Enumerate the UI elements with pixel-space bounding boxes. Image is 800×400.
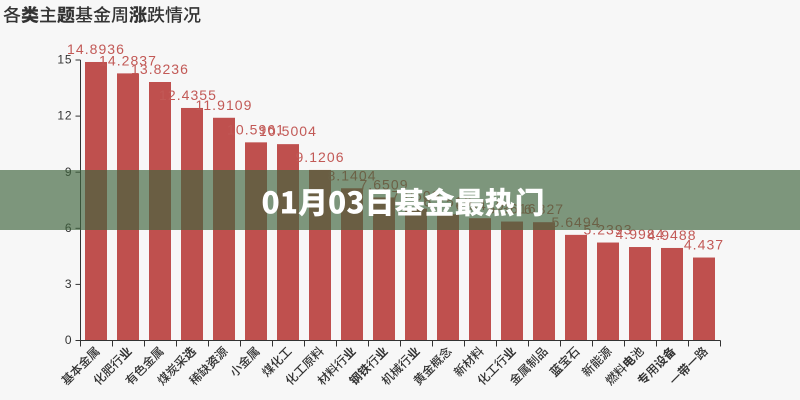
svg-text:11.9109: 11.9109 [196,97,253,113]
svg-text:13.8236: 13.8236 [131,61,189,77]
svg-text:12: 12 [57,109,72,123]
svg-text:10.5961: 10.5961 [227,121,285,137]
svg-text:4.9488: 4.9488 [647,227,696,243]
svg-text:4.437: 4.437 [684,237,724,253]
svg-text:14.2837: 14.2837 [99,52,157,68]
svg-text:4.9984: 4.9984 [615,226,664,242]
svg-text:9.1206: 9.1206 [295,149,344,165]
svg-text:0: 0 [65,333,73,347]
svg-text:14.8936: 14.8936 [67,41,125,57]
svg-text:10.5004: 10.5004 [259,123,317,139]
svg-text:3: 3 [65,277,73,291]
svg-text:15: 15 [57,53,72,67]
svg-text:12.4355: 12.4355 [159,87,217,103]
